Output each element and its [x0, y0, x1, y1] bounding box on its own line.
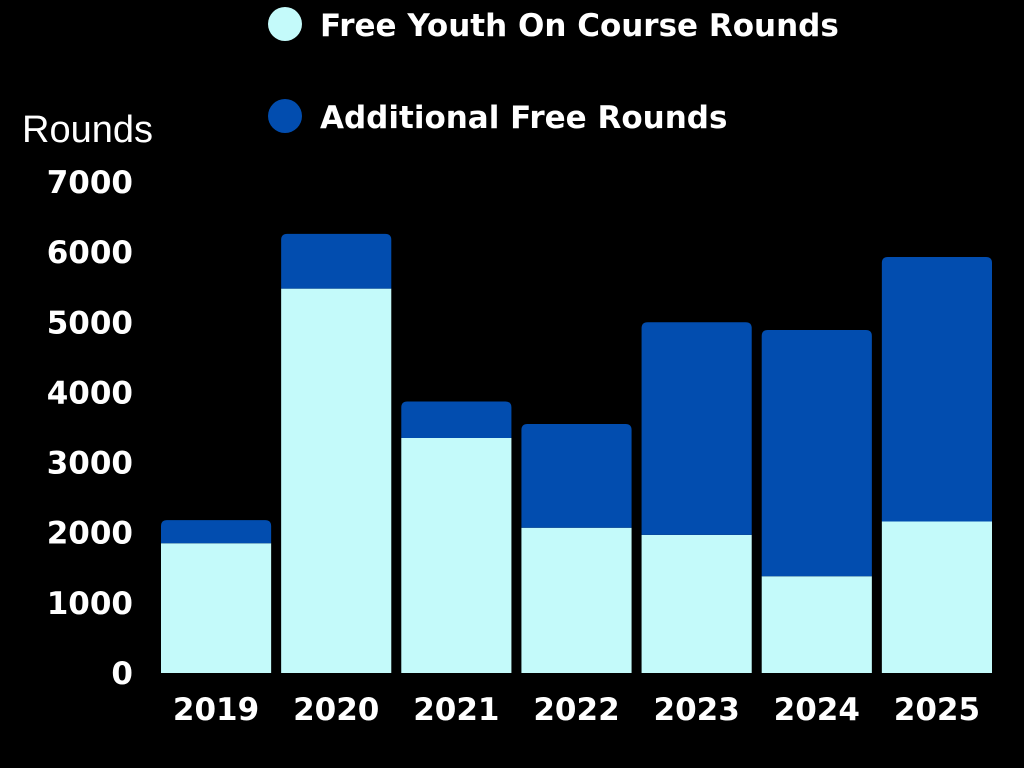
bar-segment-2024-series-1 — [761, 576, 872, 673]
legend: Free Youth On Course Rounds Additional F… — [268, 7, 839, 136]
bar-segment-2022-series-1 — [521, 527, 632, 673]
x-tick-label-2025: 2025 — [894, 692, 980, 728]
y-tick-label-3000: 3000 — [47, 446, 133, 482]
bars — [161, 233, 992, 673]
y-axis-tick-labels: 0 1000 2000 3000 4000 5000 6000 7000 — [47, 165, 133, 692]
y-axis-title: Rounds — [22, 109, 153, 151]
bar-segment-2020-series-2 — [281, 233, 392, 289]
y-tick-label-4000: 4000 — [47, 375, 133, 411]
y-tick-label-6000: 6000 — [47, 235, 133, 271]
x-tick-label-2020: 2020 — [293, 692, 379, 728]
x-tick-label-2023: 2023 — [654, 692, 740, 728]
y-tick-label-2000: 2000 — [47, 516, 133, 552]
bar-segment-2023-series-2 — [641, 322, 752, 535]
bar-segment-2024-series-2 — [761, 330, 872, 577]
bar-segment-2023-series-1 — [641, 534, 752, 673]
legend-label-free-youth-on-course-rounds: Free Youth On Course Rounds — [320, 8, 839, 44]
bar-segment-2021-series-2 — [401, 401, 512, 439]
x-tick-label-2019: 2019 — [173, 692, 259, 728]
y-tick-label-7000: 7000 — [47, 165, 133, 201]
legend-swatch-additional-free-rounds — [268, 99, 302, 133]
bar-segment-2019-series-2 — [161, 520, 272, 544]
bar-segment-2025-series-2 — [881, 257, 992, 522]
bar-segment-2022-series-2 — [521, 423, 632, 528]
legend-swatch-free-youth-on-course-rounds — [268, 7, 302, 41]
x-tick-label-2022: 2022 — [533, 692, 619, 728]
bar-segment-2020-series-1 — [281, 288, 392, 673]
x-tick-label-2021: 2021 — [413, 692, 499, 728]
y-tick-label-5000: 5000 — [47, 305, 133, 341]
y-tick-label-1000: 1000 — [47, 586, 133, 622]
x-tick-label-2024: 2024 — [774, 692, 860, 728]
y-tick-label-0: 0 — [111, 656, 133, 692]
bar-segment-2019-series-1 — [161, 543, 272, 673]
bar-segment-2025-series-1 — [881, 521, 992, 673]
bar-segment-2021-series-1 — [401, 438, 512, 673]
legend-label-additional-free-rounds: Additional Free Rounds — [320, 100, 727, 136]
x-axis-tick-labels: 2019 2020 2021 2022 2023 2024 2025 — [173, 692, 980, 728]
